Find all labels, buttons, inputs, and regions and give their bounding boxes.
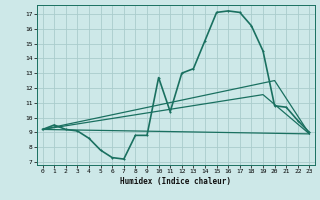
X-axis label: Humidex (Indice chaleur): Humidex (Indice chaleur) [121,177,231,186]
